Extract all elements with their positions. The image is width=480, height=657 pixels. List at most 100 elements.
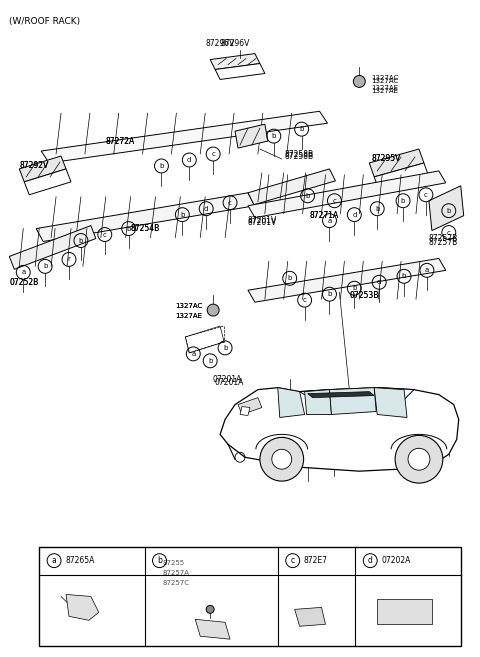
Text: (W/ROOF RACK): (W/ROOF RACK) xyxy=(9,17,81,26)
Circle shape xyxy=(207,304,219,316)
Polygon shape xyxy=(329,388,376,415)
Text: c: c xyxy=(424,192,428,198)
Polygon shape xyxy=(238,397,262,415)
Polygon shape xyxy=(295,607,325,626)
Text: d: d xyxy=(204,206,208,212)
Polygon shape xyxy=(220,388,459,471)
Text: 87272A: 87272A xyxy=(106,137,135,146)
Polygon shape xyxy=(9,225,96,269)
Text: b: b xyxy=(223,345,227,351)
Text: 87295V: 87295V xyxy=(371,154,401,164)
Text: b: b xyxy=(305,193,310,199)
Text: 07201A: 07201A xyxy=(212,375,241,384)
Text: 87258B: 87258B xyxy=(285,150,314,158)
Polygon shape xyxy=(235,124,268,148)
Polygon shape xyxy=(308,392,374,397)
Polygon shape xyxy=(41,111,327,163)
Text: 87255: 87255 xyxy=(162,560,185,566)
Text: 87296V: 87296V xyxy=(205,39,235,48)
Text: b: b xyxy=(402,273,406,279)
Text: b: b xyxy=(79,238,83,244)
Polygon shape xyxy=(66,595,99,620)
Text: 87201V: 87201V xyxy=(248,216,277,225)
Text: b: b xyxy=(272,133,276,139)
Text: 87271A: 87271A xyxy=(310,211,339,220)
Text: 87257A: 87257A xyxy=(162,570,190,576)
Text: d: d xyxy=(352,212,357,217)
Text: b: b xyxy=(159,163,164,169)
Circle shape xyxy=(353,76,365,87)
Text: 87271A: 87271A xyxy=(310,211,339,220)
Text: c: c xyxy=(447,229,451,236)
Bar xyxy=(377,599,432,624)
Text: 87257B: 87257B xyxy=(429,234,458,243)
Text: a: a xyxy=(425,267,429,273)
Text: b: b xyxy=(180,212,184,217)
Text: a: a xyxy=(21,269,25,275)
Text: c: c xyxy=(228,200,232,206)
Text: 87296V: 87296V xyxy=(220,39,250,48)
Circle shape xyxy=(395,436,443,483)
Text: 07253B: 07253B xyxy=(349,290,379,300)
Text: 1327AE: 1327AE xyxy=(371,85,398,91)
Text: 1327AE: 1327AE xyxy=(371,89,398,95)
Text: 1327AC: 1327AC xyxy=(371,78,398,85)
Text: b: b xyxy=(288,275,292,281)
Polygon shape xyxy=(210,54,260,70)
Text: c: c xyxy=(290,556,295,565)
Polygon shape xyxy=(240,407,250,415)
Polygon shape xyxy=(300,388,414,401)
Bar xyxy=(39,547,461,646)
Text: 87295V: 87295V xyxy=(371,154,401,164)
Text: 1327AC: 1327AC xyxy=(175,303,203,309)
Text: 1327AE: 1327AE xyxy=(175,313,203,319)
Text: 1327AC: 1327AC xyxy=(371,76,398,81)
Polygon shape xyxy=(19,156,66,182)
Text: 07201A: 07201A xyxy=(214,378,243,387)
Polygon shape xyxy=(215,64,265,79)
Text: b: b xyxy=(375,206,379,212)
Circle shape xyxy=(272,449,292,469)
Text: r: r xyxy=(68,256,71,262)
Text: 87257B: 87257B xyxy=(429,238,458,247)
Text: 1327AE: 1327AE xyxy=(175,313,203,319)
Text: b: b xyxy=(157,556,162,565)
Text: b: b xyxy=(126,225,131,231)
Text: c: c xyxy=(103,231,107,238)
Text: a: a xyxy=(191,351,195,357)
Text: 87292V: 87292V xyxy=(19,162,48,170)
Text: a: a xyxy=(327,217,332,223)
Text: 87292V: 87292V xyxy=(19,162,48,170)
Text: 87258B: 87258B xyxy=(285,152,314,160)
Polygon shape xyxy=(248,169,336,205)
Text: b: b xyxy=(401,198,405,204)
Polygon shape xyxy=(195,620,230,639)
Polygon shape xyxy=(24,169,71,194)
Polygon shape xyxy=(369,149,424,177)
Text: 87257C: 87257C xyxy=(162,579,190,585)
Text: c: c xyxy=(333,198,336,204)
Text: b: b xyxy=(208,358,212,364)
Circle shape xyxy=(206,605,214,614)
Text: 87272A: 87272A xyxy=(106,137,135,146)
Polygon shape xyxy=(374,388,407,417)
Text: d: d xyxy=(377,279,382,285)
Text: 1327AC: 1327AC xyxy=(175,303,203,309)
Text: b: b xyxy=(327,291,332,297)
Text: b: b xyxy=(446,208,451,214)
Polygon shape xyxy=(248,171,446,217)
Polygon shape xyxy=(374,163,429,191)
Text: 872E7: 872E7 xyxy=(304,556,328,565)
Polygon shape xyxy=(185,326,224,353)
Polygon shape xyxy=(36,193,255,242)
Text: d: d xyxy=(187,157,192,163)
Text: b: b xyxy=(43,263,48,269)
Polygon shape xyxy=(248,258,446,302)
Text: 87201V: 87201V xyxy=(248,218,277,227)
Text: 87265A: 87265A xyxy=(65,556,95,565)
Text: a: a xyxy=(52,556,57,565)
Circle shape xyxy=(260,438,304,481)
Text: 07252B: 07252B xyxy=(9,278,38,286)
Polygon shape xyxy=(278,388,305,417)
Text: c: c xyxy=(211,151,215,157)
